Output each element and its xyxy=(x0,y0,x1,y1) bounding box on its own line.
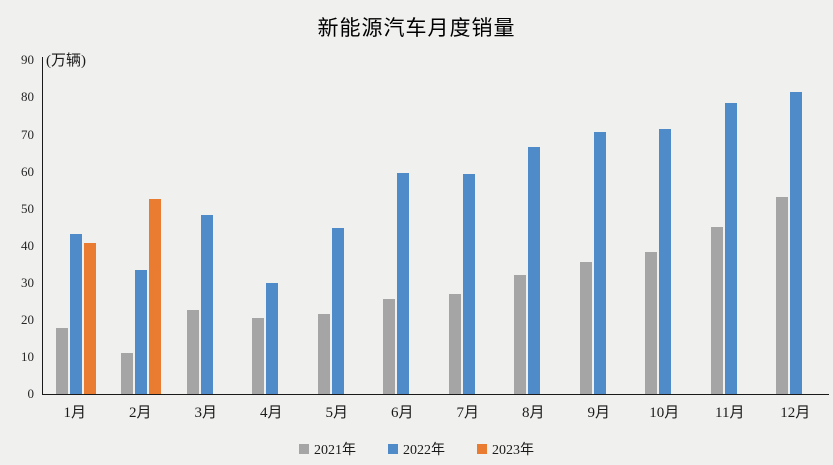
y-tick-label: 0 xyxy=(27,386,35,401)
bar-group-6月 xyxy=(383,173,423,394)
x-tick-label: 12月 xyxy=(780,405,811,421)
bar-2021年-11月 xyxy=(710,227,723,394)
legend-swatch-icon xyxy=(388,444,398,454)
y-tick-label: 90 xyxy=(21,52,34,68)
bar-2022年-10月 xyxy=(659,129,672,394)
chart-title: 新能源汽车月度销量 xyxy=(317,16,516,40)
bar-2022年-4月 xyxy=(266,283,279,394)
bar-2021年-3月 xyxy=(186,310,199,394)
bar-2021年-9月 xyxy=(579,261,592,394)
bar-2022年-9月 xyxy=(593,131,606,394)
bar-group-11月 xyxy=(710,102,751,394)
y-tick-label: 50 xyxy=(21,200,34,216)
bar-2023年-2月 xyxy=(149,199,162,394)
bar-group-1月 xyxy=(55,234,96,394)
bar-2022年-6月 xyxy=(397,173,410,394)
bar-2022年-11月 xyxy=(724,102,737,394)
bar-2022年-12月 xyxy=(790,92,803,394)
x-tick-label: 11月 xyxy=(715,405,745,421)
legend-swatch-icon xyxy=(299,444,309,454)
x-tick-label: 6月 xyxy=(390,405,414,421)
legend-item-2022年: 2022年 xyxy=(388,439,445,459)
bar-2021年-12月 xyxy=(776,197,789,394)
legend-label: 2022年 xyxy=(403,443,445,458)
y-tick-label: 20 xyxy=(21,311,34,327)
bar-group-7月 xyxy=(448,174,489,394)
bar-2021年-4月 xyxy=(252,317,265,394)
bar-2021年-5月 xyxy=(317,313,330,394)
legend-item-2023年: 2023年 xyxy=(477,439,534,459)
y-tick-label: 40 xyxy=(21,237,34,253)
y-tick-label: 10 xyxy=(21,348,34,364)
bar-2021年-1月 xyxy=(55,327,68,394)
plot-area xyxy=(42,57,829,395)
legend-swatch-icon xyxy=(477,444,487,454)
y-tick-label: 70 xyxy=(21,126,34,142)
x-tick-label: 2月 xyxy=(128,405,152,421)
bar-group-9月 xyxy=(579,131,620,394)
y-tick-label: 60 xyxy=(21,163,34,179)
bar-2021年-6月 xyxy=(383,299,396,394)
bar-2021年-2月 xyxy=(121,353,134,394)
bar-group-2月 xyxy=(121,199,162,394)
y-tick-label: 80 xyxy=(21,89,34,105)
x-tick-label: 8月 xyxy=(521,405,545,421)
legend: 2021年 2022年 2023年 xyxy=(0,439,833,459)
bar-group-5月 xyxy=(317,228,358,394)
y-axis-unit-label: (万辆) xyxy=(46,53,86,69)
x-tick-label: 5月 xyxy=(325,405,348,421)
bar-2023年-1月 xyxy=(83,242,96,394)
bar-2022年-1月 xyxy=(69,234,82,394)
x-tick-label: 4月 xyxy=(259,405,283,421)
bar-2021年-8月 xyxy=(514,275,527,394)
bar-group-3月 xyxy=(186,214,227,394)
bar-2022年-3月 xyxy=(200,214,213,394)
legend-label: 2023年 xyxy=(492,443,534,458)
y-tick-label: 30 xyxy=(21,274,34,290)
legend-label: 2021年 xyxy=(314,443,356,458)
bar-2022年-2月 xyxy=(135,270,148,394)
x-tick-label: 3月 xyxy=(194,405,217,421)
legend-item-2021年: 2021年 xyxy=(299,439,356,459)
x-tick-label: 1月 xyxy=(63,405,86,421)
bar-2022年-8月 xyxy=(528,147,541,394)
x-tick-label: 9月 xyxy=(587,405,610,421)
bar-2021年-7月 xyxy=(448,293,461,394)
x-tick-label: 7月 xyxy=(456,405,479,421)
bar-2022年-5月 xyxy=(331,228,344,394)
bar-group-4月 xyxy=(252,283,292,394)
bar-group-10月 xyxy=(645,129,685,394)
x-tick-label: 10月 xyxy=(649,405,680,421)
bar-2021年-10月 xyxy=(645,252,658,394)
bar-2022年-7月 xyxy=(462,174,475,394)
bar-group-12月 xyxy=(776,92,816,394)
bar-group-8月 xyxy=(514,147,554,394)
